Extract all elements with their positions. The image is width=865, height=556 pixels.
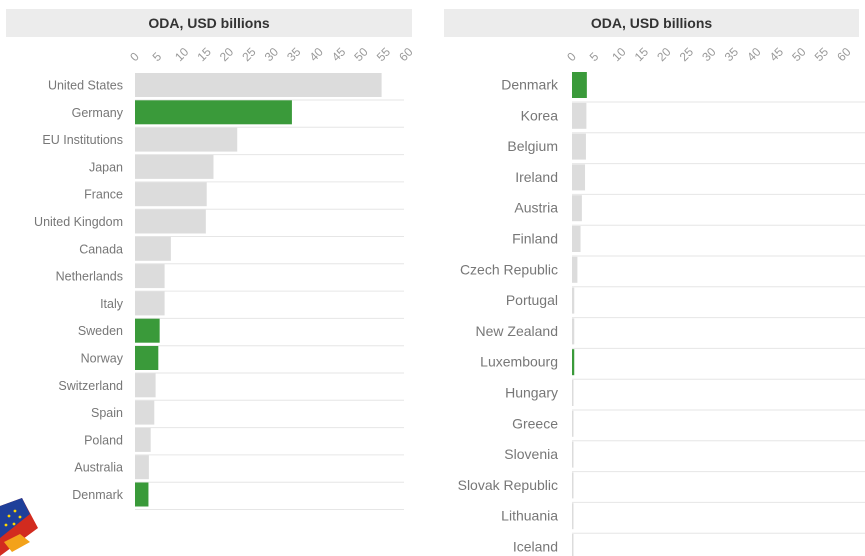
- bar-netherlands: [135, 264, 165, 289]
- category-label: United Kingdom: [34, 215, 123, 229]
- category-label: Netherlands: [56, 270, 123, 284]
- category-label: Slovak Republic: [458, 477, 558, 493]
- x-tick-label: 10: [609, 45, 629, 65]
- bar-canada: [135, 236, 171, 261]
- category-label: Australia: [74, 461, 123, 475]
- category-label: Ireland: [515, 169, 558, 185]
- bar-denmark: [572, 72, 587, 98]
- x-tick-label: 15: [632, 45, 652, 65]
- category-label: Finland: [512, 231, 558, 247]
- bar-iceland: [572, 534, 574, 556]
- category-label: Lithuania: [501, 508, 558, 524]
- category-label: New Zealand: [476, 323, 559, 339]
- bar-hungary: [572, 380, 574, 406]
- category-label: Canada: [79, 242, 123, 256]
- category-label: Poland: [84, 433, 123, 447]
- x-tick-label: 5: [587, 49, 602, 64]
- category-label: Czech Republic: [460, 261, 558, 277]
- bar-lithuania: [572, 503, 574, 530]
- x-tick-label: 0: [564, 49, 579, 64]
- bar-spain: [135, 400, 155, 425]
- bar-japan: [135, 154, 214, 179]
- bar-united-states: [135, 73, 382, 97]
- bar-denmark: [135, 482, 149, 507]
- bar-ireland: [572, 164, 586, 191]
- bar-portugal: [572, 287, 575, 314]
- category-label: EU Institutions: [42, 133, 123, 147]
- bar-poland: [135, 427, 151, 452]
- x-tick-label: 40: [744, 45, 764, 65]
- category-label: Greece: [512, 415, 558, 431]
- bar-finland: [572, 226, 581, 252]
- chart-title-right: ODA, USD billions: [444, 9, 859, 37]
- bar-belgium: [572, 133, 586, 160]
- category-label: Denmark: [72, 488, 123, 502]
- bar-germany: [135, 100, 292, 125]
- x-tick-label: 60: [834, 45, 854, 65]
- bar-greece: [572, 410, 574, 437]
- category-label: Japan: [89, 160, 123, 174]
- bar-sweden: [135, 318, 160, 343]
- category-label: Korea: [521, 107, 559, 123]
- x-tick-label: 20: [654, 45, 674, 65]
- bar-italy: [135, 291, 165, 316]
- bar-austria: [572, 195, 582, 222]
- x-tick-label: 35: [722, 45, 742, 65]
- x-tick-label: 45: [767, 45, 787, 65]
- category-label: Switzerland: [58, 379, 123, 393]
- bar-slovenia: [572, 441, 574, 468]
- bar-korea: [572, 102, 587, 129]
- bar-new-zealand: [572, 318, 575, 345]
- bar-czech-republic: [572, 256, 578, 283]
- bar-norway: [135, 346, 159, 370]
- bar-switzerland: [135, 373, 156, 398]
- category-label: Portugal: [506, 292, 558, 308]
- category-label: Luxembourg: [480, 354, 558, 370]
- category-label: Sweden: [78, 324, 123, 338]
- bar-australia: [135, 455, 149, 480]
- bar-united-kingdom: [135, 209, 206, 234]
- category-label: France: [84, 188, 123, 202]
- eu-flag-logo: [0, 498, 38, 556]
- category-label: Iceland: [513, 539, 558, 555]
- bar-france: [135, 182, 207, 207]
- category-label: Spain: [91, 406, 123, 420]
- category-label: Belgium: [507, 138, 558, 154]
- category-label: United States: [48, 79, 123, 93]
- bar-luxembourg: [572, 349, 575, 376]
- x-tick-label: 55: [812, 45, 832, 65]
- category-label: Denmark: [501, 77, 559, 93]
- bar-slovak-republic: [572, 472, 574, 499]
- bar-eu-institutions: [135, 127, 238, 152]
- x-tick-label: 30: [699, 45, 719, 65]
- category-label: Italy: [100, 297, 124, 311]
- chart-title-left: ODA, USD billions: [6, 9, 412, 37]
- x-tick-label: 25: [677, 45, 697, 65]
- category-label: Norway: [81, 352, 124, 366]
- x-tick-label: 50: [789, 45, 809, 65]
- category-label: Hungary: [505, 385, 558, 401]
- category-label: Germany: [72, 106, 124, 120]
- category-label: Slovenia: [504, 446, 558, 462]
- category-label: Austria: [514, 200, 558, 216]
